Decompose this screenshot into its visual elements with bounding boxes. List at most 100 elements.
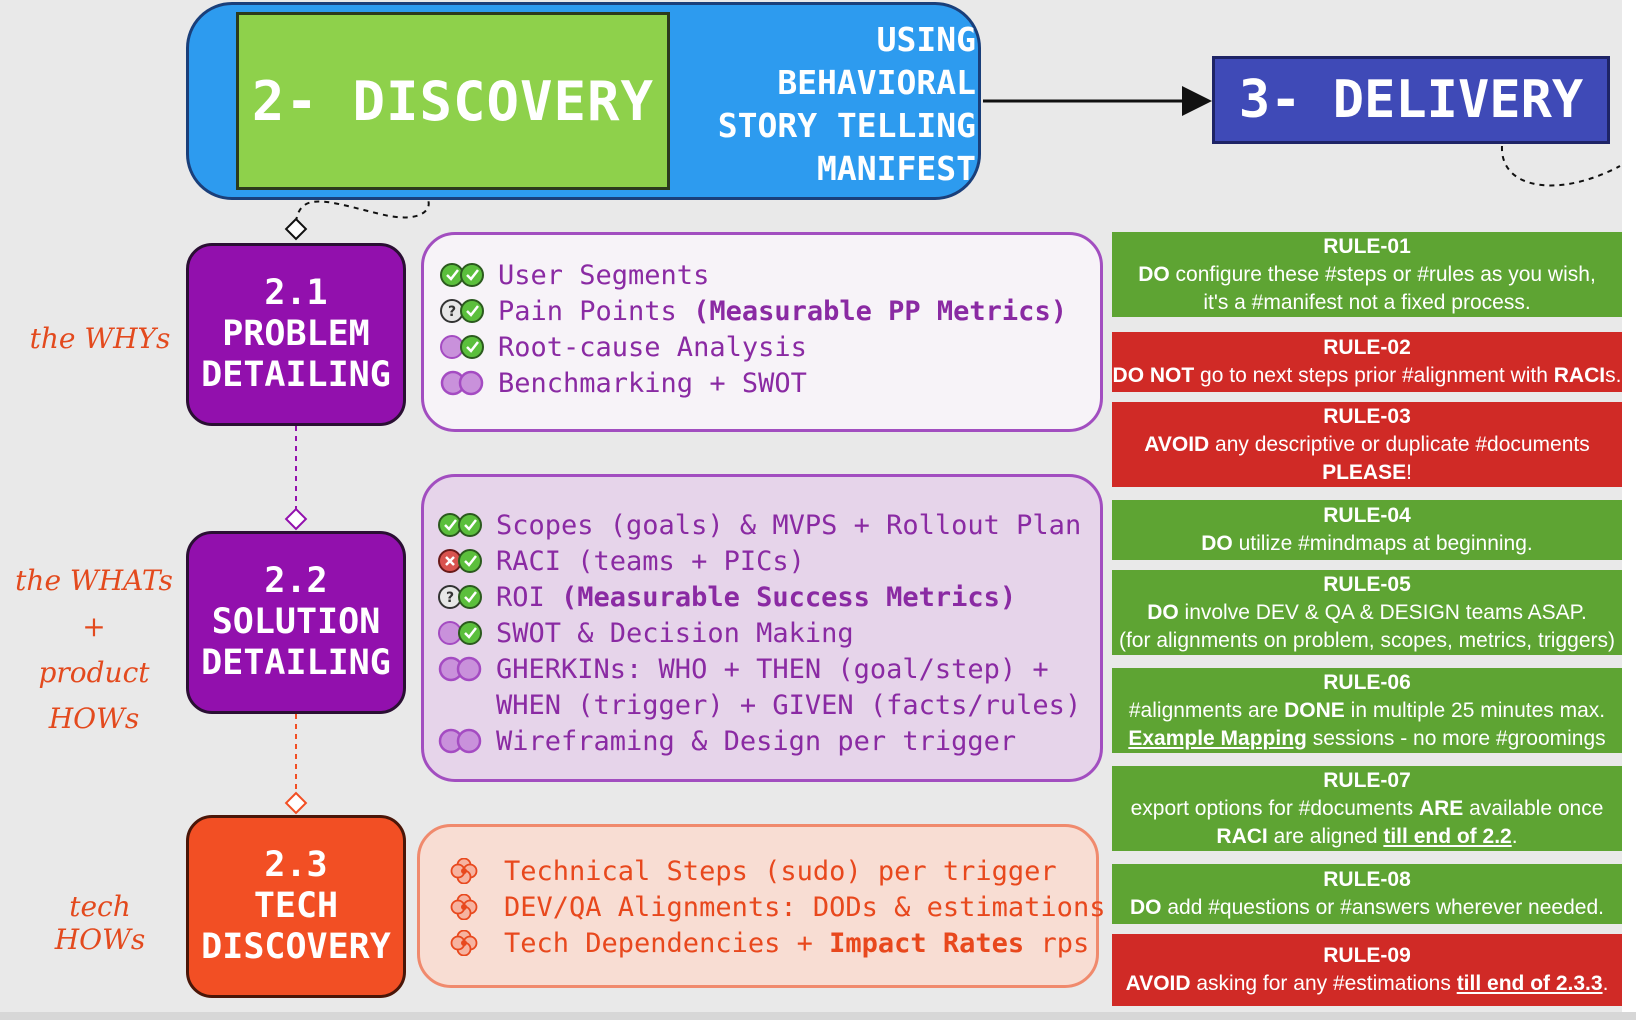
step-line: SOLUTION: [211, 602, 381, 642]
rule-card-06: RULE-06 #alignments are DONE in multiple …: [1112, 668, 1622, 753]
rule-text-line: DO NOT go to next steps prior #alignment…: [1112, 362, 1622, 390]
step-line: TECH: [253, 886, 339, 926]
side-label-line: the WHYs: [29, 322, 171, 355]
rule-title: RULE-08: [1323, 868, 1411, 891]
rule-title: RULE-01: [1323, 234, 1411, 258]
discovery-title-box: 2- DISCOVERY: [236, 12, 670, 190]
rule-card-04: RULE-04 DO utilize #mindmaps at beginning…: [1112, 500, 1622, 560]
svg-text:?: ?: [446, 590, 454, 606]
side-label-line: product HOWs: [38, 656, 150, 735]
list-item-text: User Segments: [498, 260, 709, 291]
list-item-segment: Root-cause Analysis: [498, 331, 807, 363]
rule-keyword: DO: [1130, 896, 1162, 919]
side-label-line: tech HOWs: [54, 890, 146, 956]
diamond-connector-23: [284, 791, 308, 815]
step-tech-discovery: 2.3 TECH DISCOVERY: [186, 815, 406, 998]
problem-items-list: User Segments? Pain Points (Measurable PP…: [424, 235, 1100, 401]
manifest-line: USING: [876, 20, 976, 59]
list-item-text: Root-cause Analysis: [498, 332, 807, 363]
rule-text: #alignments are: [1128, 698, 1285, 722]
list-item-text: SWOT & Decision Making: [496, 618, 854, 649]
step-line: 2.1: [264, 273, 328, 313]
rule-keyword: ARE: [1418, 796, 1464, 820]
list-item-segment: User Segments: [498, 259, 710, 291]
list-item-text: RACI (teams + PICs): [496, 546, 805, 577]
list-item-segment: Technical Steps (sudo) per trigger: [504, 855, 1057, 887]
problem-items-panel: User Segments? Pain Points (Measurable PP…: [421, 232, 1103, 432]
rule-card-07: RULE-07 export options for #documents ARE…: [1112, 766, 1622, 851]
side-label-line: the WHATs: [15, 564, 173, 597]
bottom-scrollbar[interactable]: [0, 1012, 1636, 1020]
manifest-line: STORY TELLING: [717, 106, 976, 145]
rule-text-line: DO add #questions or #answers wherever n…: [1112, 894, 1622, 922]
rule-title: RULE-02: [1323, 336, 1411, 359]
list-item-text: Scopes (goals) & MVPS + Rollout Plan: [496, 510, 1081, 541]
flower-icon: [450, 894, 478, 920]
rule-text: add #questions or #answers wherever need…: [1161, 896, 1604, 919]
rule-text: export options for #documents: [1130, 796, 1419, 820]
rule-text: .: [1602, 972, 1609, 995]
rule-text: involve DEV & QA & DESIGN teams ASAP.: [1178, 600, 1587, 624]
list-item: User Segments: [440, 257, 1100, 293]
check-check-icon: [440, 263, 484, 287]
rule-keyword: AVOID: [1125, 972, 1191, 995]
flower-icon: [450, 858, 478, 884]
list-item: ? ROI (Measurable Success Metrics): [438, 579, 1100, 615]
rule-text-line: #alignments are DONE in multiple 25 minu…: [1112, 697, 1622, 725]
list-item: Technical Steps (sudo) per trigger: [446, 853, 1096, 889]
list-item: SWOT & Decision Making: [438, 615, 1100, 651]
question-check-icon: ?: [440, 299, 484, 323]
rule-card-03: RULE-03 AVOID any descriptive or duplicat…: [1112, 402, 1622, 487]
rule-text: available once: [1463, 796, 1604, 820]
list-item-emphasis: (Measurable PP Metrics): [693, 295, 1067, 327]
list-item-segment: SWOT & Decision Making: [496, 617, 854, 649]
cross-check-icon: [438, 549, 482, 573]
rule-text: in multiple 25 minutes max.: [1344, 698, 1606, 722]
step-line: PROBLEM: [222, 314, 370, 354]
list-item: Benchmarking + SWOT: [440, 365, 1100, 401]
rule-card-09: RULE-09 AVOID asking for any #estimations…: [1112, 934, 1622, 1006]
rule-text-line: AVOID asking for any #estimations till e…: [1112, 970, 1622, 998]
side-label-tech-hows: tech HOWs: [20, 890, 180, 956]
tech-items-list: Technical Steps (sudo) per trigger DEV/QA…: [420, 827, 1105, 961]
flower-icon: [450, 930, 478, 956]
list-item: Wireframing & Design per trigger: [438, 723, 1100, 759]
list-item: Scopes (goals) & MVPS + Rollout Plan: [438, 507, 1100, 543]
rule-card-01: RULE-01 DO configure these #steps or #rul…: [1112, 232, 1622, 317]
list-item: GHERKINs: WHO + THEN (goal/step) +: [438, 651, 1100, 687]
list-item-segment: Wireframing & Design per trigger: [496, 725, 1017, 757]
side-label-line: +: [82, 610, 106, 643]
circle-check-icon: [440, 335, 484, 359]
list-item-segment: Scopes (goals) & MVPS + Rollout Plan: [496, 509, 1082, 541]
list-item-text: Pain Points (Measurable PP Metrics): [498, 296, 1067, 327]
list-item-text: WHEN (trigger) + GIVEN (facts/rules): [496, 690, 1081, 721]
rule-keyword: DO NOT: [1112, 364, 1195, 387]
rule-title: RULE-05: [1323, 572, 1411, 596]
diamond-connector-22: [284, 507, 308, 531]
list-item: DEV/QA Alignments: DODs & estimations: [446, 889, 1105, 925]
list-item-text: Benchmarking + SWOT: [498, 368, 807, 399]
tech-items-panel: Technical Steps (sudo) per trigger DEV/QA…: [417, 824, 1105, 988]
rule-keyword: DONE: [1284, 698, 1345, 722]
discovery-title: 2- DISCOVERY: [251, 69, 655, 133]
rule-title: RULE-03: [1323, 404, 1411, 428]
list-item-text: Technical Steps (sudo) per trigger: [504, 856, 1057, 887]
rule-text: .: [1511, 824, 1518, 848]
list-item-segment: Benchmarking + SWOT: [498, 367, 807, 399]
rule-text-line: export options for #documents ARE availa…: [1112, 795, 1622, 823]
rule-title: RULE-04: [1323, 504, 1411, 527]
rule-keyword: DO: [1201, 532, 1233, 555]
rule-keyword: RACI: [1216, 824, 1268, 848]
delivery-title-box: 3- DELIVERY: [1212, 56, 1610, 144]
check-check-icon: [438, 513, 482, 537]
rule-keyword: AVOID: [1144, 432, 1210, 456]
page-right-edge: [1622, 0, 1636, 1020]
double-circle-icon: [440, 370, 484, 396]
rule-text: configure these #steps or #rules as you …: [1169, 262, 1596, 286]
step-line: DETAILING: [201, 355, 391, 395]
rule-text-line: it's a #manifest not a fixed process.: [1112, 289, 1622, 317]
list-item-emphasis: Impact Rates: [829, 927, 1025, 959]
list-item-segment: Pain Points: [498, 295, 694, 327]
rule-text: asking for any #estimations: [1190, 972, 1457, 995]
